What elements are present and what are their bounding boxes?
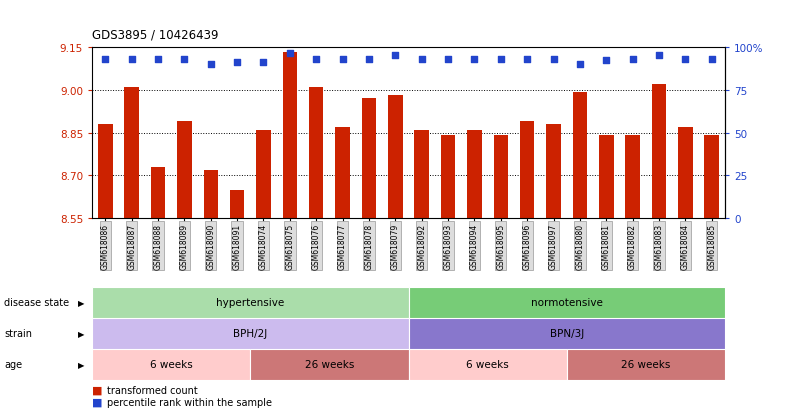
Point: [415, 56, 428, 63]
Bar: [309, 88, 324, 219]
Bar: [678, 128, 693, 219]
Point: [363, 56, 376, 63]
Point: [441, 56, 454, 63]
Bar: [409, 318, 725, 349]
Bar: [336, 128, 350, 219]
Bar: [124, 88, 139, 219]
Bar: [177, 122, 191, 219]
Point: [547, 56, 560, 63]
Point: [284, 51, 296, 58]
Point: [679, 56, 692, 63]
Point: [231, 59, 244, 66]
Text: 6 weeks: 6 weeks: [150, 359, 192, 370]
Point: [494, 56, 507, 63]
Bar: [388, 96, 403, 219]
Bar: [92, 287, 409, 318]
Text: GDS3895 / 10426439: GDS3895 / 10426439: [92, 28, 219, 41]
Text: transformed count: transformed count: [107, 385, 197, 395]
Point: [389, 53, 402, 59]
Point: [204, 61, 217, 68]
Text: BPN/3J: BPN/3J: [549, 328, 584, 339]
Bar: [573, 93, 587, 219]
Bar: [92, 318, 409, 349]
Bar: [230, 190, 244, 219]
Bar: [409, 287, 725, 318]
Point: [468, 56, 481, 63]
Bar: [414, 131, 429, 219]
Point: [626, 56, 639, 63]
Point: [336, 56, 349, 63]
Point: [151, 56, 164, 63]
Bar: [546, 125, 561, 219]
Text: ■: ■: [92, 385, 103, 395]
Text: ▶: ▶: [78, 360, 84, 369]
Bar: [704, 136, 719, 219]
Text: age: age: [4, 359, 22, 370]
Text: percentile rank within the sample: percentile rank within the sample: [107, 396, 272, 407]
Text: ■: ■: [92, 396, 103, 407]
Point: [178, 56, 191, 63]
Point: [574, 61, 586, 68]
Bar: [493, 136, 508, 219]
Text: hypertensive: hypertensive: [216, 297, 284, 308]
Bar: [409, 349, 567, 380]
Bar: [92, 349, 250, 380]
Point: [99, 56, 111, 63]
Text: 26 weeks: 26 weeks: [621, 359, 670, 370]
Point: [706, 56, 718, 63]
Bar: [203, 170, 218, 219]
Bar: [567, 349, 725, 380]
Text: normotensive: normotensive: [531, 297, 602, 308]
Point: [600, 58, 613, 64]
Bar: [441, 136, 455, 219]
Point: [653, 53, 666, 59]
Text: strain: strain: [4, 328, 32, 339]
Bar: [250, 349, 409, 380]
Text: 26 weeks: 26 weeks: [304, 359, 354, 370]
Text: disease state: disease state: [4, 297, 69, 308]
Bar: [362, 99, 376, 219]
Point: [521, 56, 533, 63]
Text: ▶: ▶: [78, 329, 84, 338]
Point: [257, 59, 270, 66]
Text: 6 weeks: 6 weeks: [466, 359, 509, 370]
Point: [310, 56, 323, 63]
Bar: [98, 125, 113, 219]
Bar: [652, 85, 666, 219]
Bar: [256, 131, 271, 219]
Bar: [599, 136, 614, 219]
Bar: [467, 131, 481, 219]
Point: [125, 56, 138, 63]
Bar: [151, 167, 165, 219]
Bar: [520, 122, 534, 219]
Bar: [626, 136, 640, 219]
Bar: [283, 53, 297, 219]
Text: ▶: ▶: [78, 298, 84, 307]
Text: BPH/2J: BPH/2J: [233, 328, 268, 339]
